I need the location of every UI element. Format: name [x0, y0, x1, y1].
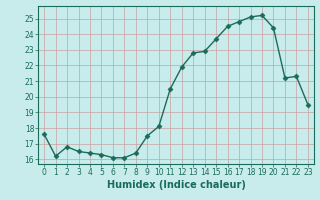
X-axis label: Humidex (Indice chaleur): Humidex (Indice chaleur): [107, 180, 245, 190]
